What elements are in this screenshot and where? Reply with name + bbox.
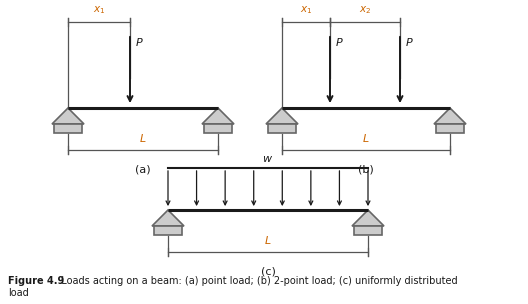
Polygon shape bbox=[152, 210, 184, 226]
Text: $x_1$: $x_1$ bbox=[93, 4, 105, 16]
Polygon shape bbox=[352, 210, 384, 226]
Text: load: load bbox=[8, 288, 29, 298]
Bar bbox=[204, 124, 232, 133]
Bar bbox=[54, 124, 82, 133]
Text: (b): (b) bbox=[358, 164, 374, 174]
Text: Loads acting on a beam: (a) point load; (b) 2-point load; (c) uniformly distribu: Loads acting on a beam: (a) point load; … bbox=[55, 276, 458, 286]
Polygon shape bbox=[266, 108, 298, 124]
Text: $L$: $L$ bbox=[139, 132, 147, 144]
Bar bbox=[354, 226, 382, 235]
Text: $P$: $P$ bbox=[335, 36, 344, 48]
Polygon shape bbox=[52, 108, 84, 124]
Text: $L$: $L$ bbox=[264, 234, 272, 246]
Bar bbox=[268, 124, 296, 133]
Text: $P$: $P$ bbox=[135, 36, 144, 48]
Text: (c): (c) bbox=[260, 266, 276, 276]
Bar bbox=[154, 226, 182, 235]
Polygon shape bbox=[202, 108, 234, 124]
Text: $L$: $L$ bbox=[362, 132, 370, 144]
Text: $x_2$: $x_2$ bbox=[359, 4, 371, 16]
Polygon shape bbox=[434, 108, 466, 124]
Text: $P$: $P$ bbox=[405, 36, 413, 48]
Bar bbox=[436, 124, 464, 133]
Text: $x_1$: $x_1$ bbox=[300, 4, 312, 16]
Text: Figure 4.9: Figure 4.9 bbox=[8, 276, 64, 286]
Text: (a): (a) bbox=[135, 164, 151, 174]
Text: $w$: $w$ bbox=[262, 154, 274, 164]
